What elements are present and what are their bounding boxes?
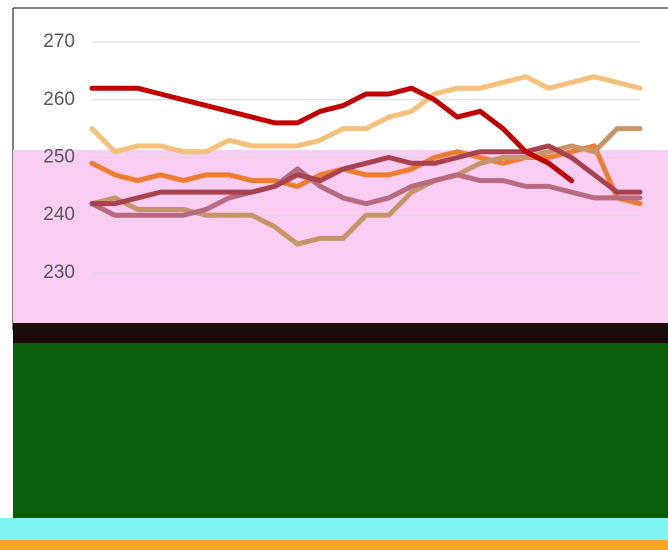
series-line [89, 143, 643, 207]
y-tick-label: 250 [43, 147, 75, 168]
green-block [13, 343, 668, 518]
series-line [89, 126, 643, 247]
y-tick-label: 240 [43, 204, 75, 225]
series-line [89, 143, 643, 207]
orange-strip [0, 540, 668, 550]
y-tick-label: 230 [43, 262, 75, 283]
series-line [89, 166, 643, 218]
plot: 230 240 250 260 270 [43, 31, 643, 283]
series-line [89, 74, 643, 155]
dark-bar [13, 323, 668, 343]
series-line [89, 85, 574, 184]
y-tick-label: 270 [43, 31, 75, 52]
y-tick-label: 260 [43, 89, 75, 110]
